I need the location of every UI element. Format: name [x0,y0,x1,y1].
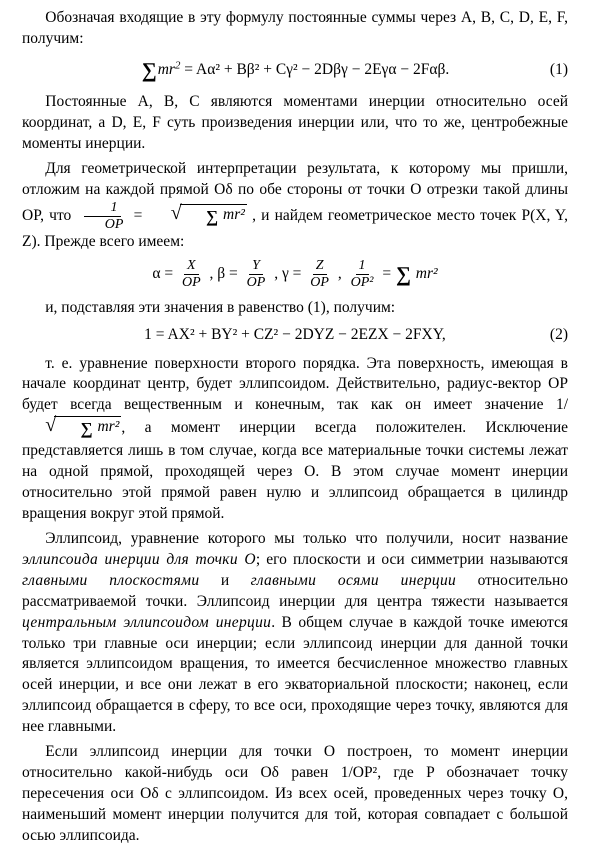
sqrt-sum-mr2-2: √∑ mr² [22,416,121,441]
frac-den: OP [244,275,269,290]
frac-den: OP² [348,275,377,290]
def-principal-axes: главными осями инерции [251,572,456,589]
eq1-lhs: mr [158,61,175,78]
frac-den: OP [78,217,126,232]
equation-number-2: (2) [550,325,568,346]
paragraph-geom: Для геометрической интерпретации результ… [22,159,568,253]
fraction-1-op2: 1OP² [348,259,377,290]
eq1-rhs: = Aα² + Bβ² + Cγ² − 2Dβγ − 2Eγα − 2Fαβ. [180,61,449,78]
frac-num: 1 [356,259,369,275]
p3-eq: = [134,207,148,224]
def-inertia-ellipsoid: эллипсоида инерции для точки O [22,551,256,568]
equation-2: 1 = AX² + BY² + CZ² − 2DYZ − 2EZX − 2FXY… [22,325,568,346]
equation-1: ∑mr2 = Aα² + Bβ² + Cγ² − 2Dβγ − 2Eγα − 2… [22,56,568,84]
frac-num: Y [249,259,263,275]
eq2-alpha: α = [152,265,177,282]
fraction-x-op: XOP [179,259,204,290]
def-central-ellipsoid: центральным эллипсоидом инерции [22,614,271,631]
paragraph-constants: Постоянные A, B, C являются моментами ин… [22,92,568,155]
eq2-sep2: , γ = [274,265,305,282]
p6-e: . В общем случае в каждой точке имеются … [22,614,568,736]
p6-a: Эллипсоид, уравнение которого мы только … [45,530,568,547]
fraction-z-op: ZOP [307,259,332,290]
sigma-icon: ∑ [395,262,412,286]
fraction-1-over-op: 1 OP [78,201,126,232]
paragraph-surface: т. е. уравнение поверхности второго поря… [22,354,568,525]
p6-b: ; его плоскости и оси симметрии называют… [256,551,568,568]
sigma-icon: ∑ [141,58,158,82]
sqrt-sum-mr2: √ ∑ mr² [148,204,247,229]
paragraph-ellipsoid: Эллипсоид, уравнение которого мы только … [22,529,568,738]
eq2-sep1: , β = [210,265,242,282]
frac-num: Z [313,259,327,275]
eq2-sep3: , [338,265,346,282]
p5-text-a: т. е. уравнение поверхности второго поря… [22,355,568,414]
paragraph-subst: и, подставляя эти значения в равенство (… [22,298,568,319]
frac-num: X [184,259,199,275]
p6-c: и [199,572,250,589]
sigma-icon: ∑ [79,419,93,438]
fraction-y-op: YOP [244,259,269,290]
sigma-icon: ∑ [205,207,219,226]
def-principal-planes: главными плоскостями [22,572,199,589]
frac-num: 1 [84,201,120,217]
frac-den: OP [307,275,332,290]
eq3-body: 1 = AX² + BY² + CZ² − 2DYZ − 2EZX − 2FXY… [144,325,446,346]
frac-den: OP [179,275,204,290]
paragraph-intro: Обозначая входящие в эту формулу постоян… [22,8,568,50]
eq2-end: mr² [412,265,438,282]
eq2-eq: = [382,265,395,282]
equation-number-1: (1) [550,60,568,81]
paragraph-axis: Если эллипсоид инерции для точки O постр… [22,742,568,847]
equation-alpha-beta-gamma: α = XOP , β = YOP , γ = ZOP , 1OP² = ∑ m… [22,259,568,290]
